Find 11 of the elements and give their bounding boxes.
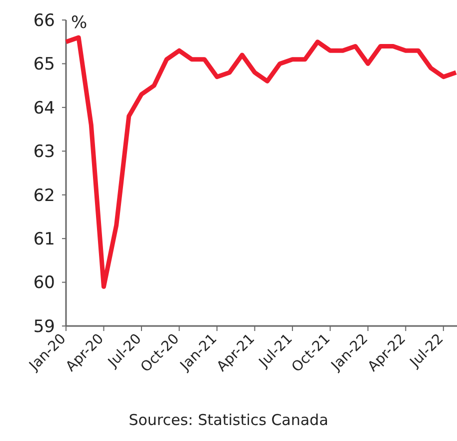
y-tick-label: 66 bbox=[33, 10, 55, 31]
source-note: Sources: Statistics Canada bbox=[128, 411, 328, 429]
line-series bbox=[64, 35, 457, 289]
y-tick-label: 63 bbox=[33, 142, 55, 162]
y-tick-label: 62 bbox=[33, 186, 55, 206]
y-tick-label: 65 bbox=[33, 54, 55, 75]
y-tick-label: 60 bbox=[33, 273, 55, 294]
y-axis-title: % bbox=[71, 13, 88, 33]
y-tick-label: 61 bbox=[33, 230, 55, 250]
y-tick-label: 59 bbox=[33, 316, 55, 337]
y-tick-label: 64 bbox=[33, 98, 55, 118]
